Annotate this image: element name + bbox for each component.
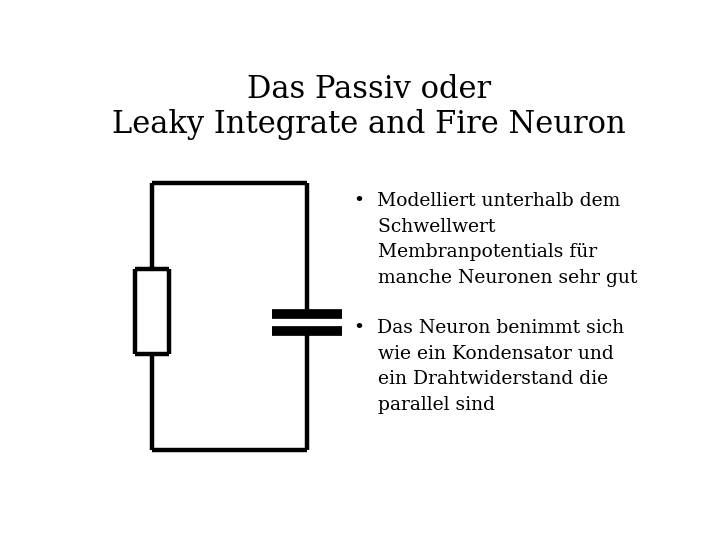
Text: Das Passiv oder: Das Passiv oder — [247, 74, 491, 105]
Text: Leaky Integrate and Fire Neuron: Leaky Integrate and Fire Neuron — [112, 110, 626, 140]
Text: •  Das Neuron benimmt sich
    wie ein Kondensator und
    ein Drahtwiderstand d: • Das Neuron benimmt sich wie ein Konden… — [354, 319, 624, 414]
Text: •  Modelliert unterhalb dem
    Schwellwert
    Membranpotentials für
    manche: • Modelliert unterhalb dem Schwellwert M… — [354, 192, 637, 287]
